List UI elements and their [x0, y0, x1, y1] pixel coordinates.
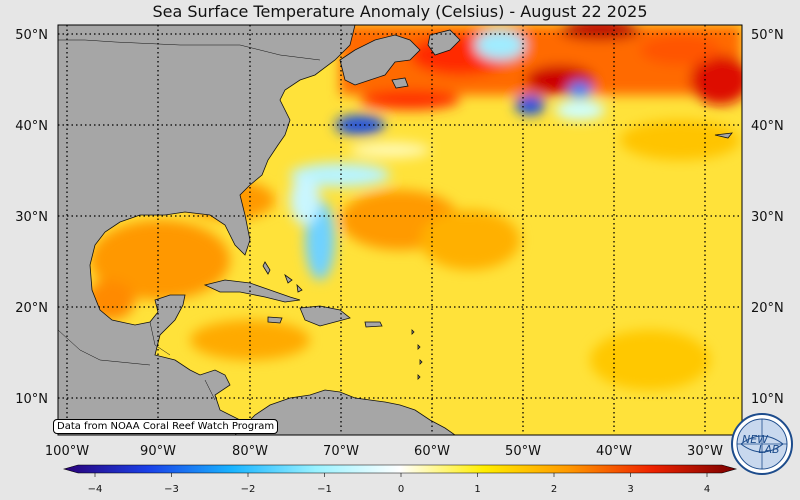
lon-label: 50°W: [505, 444, 541, 459]
lon-label: 70°W: [323, 444, 359, 459]
lat-label-left: 30°N: [15, 210, 48, 225]
puerto-rico-island: [364, 321, 383, 328]
lon-label: 80°W: [232, 444, 268, 459]
colorbar-tick-label: 1: [474, 484, 480, 495]
colorbar-tick-label: 2: [551, 484, 557, 495]
north-america-land: [58, 25, 356, 435]
lon-label: 90°W: [140, 444, 176, 459]
logo-text-bottom: LAB: [758, 443, 779, 456]
lat-label-right: 10°N: [751, 392, 784, 407]
colorbar-tick-label: 3: [627, 484, 633, 495]
jamaica-island: [267, 316, 283, 324]
newfoundland-island: [427, 29, 461, 56]
colorbar-gradient: [62, 464, 738, 474]
globe-logo-icon: NEW LAB: [731, 413, 793, 475]
lat-label-left: 50°N: [15, 28, 48, 43]
country-borders: [58, 39, 321, 401]
colorbar-tick-label: −2: [241, 484, 256, 495]
colorbar-tick-label: 0: [398, 484, 404, 495]
lat-label-right: 30°N: [751, 210, 784, 225]
latitude-labels-right: 50°N 40°N 30°N 20°N 10°N: [751, 28, 784, 407]
lon-label: 100°W: [45, 444, 89, 459]
lon-label: 40°W: [596, 444, 632, 459]
longitude-labels: 100°W 90°W 80°W 70°W 60°W 50°W 40°W 30°W: [45, 444, 723, 459]
atlantic-canada-land: [339, 34, 421, 86]
lon-label: 60°W: [414, 444, 450, 459]
lesser-antilles: [411, 329, 423, 380]
lat-label-right: 20°N: [751, 301, 784, 316]
land-masses: [58, 25, 733, 435]
bahamas-islands: [262, 261, 303, 293]
greenland-tip: [714, 132, 733, 139]
lat-label-right: 50°N: [751, 28, 784, 43]
colorbar-tick-label: −3: [164, 484, 179, 495]
colorbar-ticks: [94, 473, 708, 477]
lat-label-left: 10°N: [15, 392, 48, 407]
graticule: [58, 25, 742, 435]
cuba-island: [203, 279, 301, 303]
hispaniola-island: [299, 305, 351, 327]
colorbar: −4 −3 −2 −1 0 1 2 3 4: [62, 464, 738, 495]
colorbar-tick-label: 4: [704, 484, 710, 495]
data-source-note: Data from NOAA Coral Reef Watch Program: [53, 419, 279, 434]
colorbar-tick-label: −4: [88, 484, 103, 495]
latitude-labels-left: 50°N 40°N 30°N 20°N 10°N: [15, 28, 48, 407]
lat-label-right: 40°N: [751, 119, 784, 134]
south-america-land: [234, 389, 456, 435]
cape-breton-island: [391, 77, 409, 89]
map-frame: [57, 24, 743, 436]
lat-label-left: 20°N: [15, 301, 48, 316]
lat-label-left: 40°N: [15, 119, 48, 134]
map-title: Sea Surface Temperature Anomaly (Celsius…: [152, 2, 648, 21]
lon-label: 30°W: [687, 444, 723, 459]
logo-text-top: NEW: [742, 433, 769, 446]
colorbar-tick-label: −1: [317, 484, 332, 495]
